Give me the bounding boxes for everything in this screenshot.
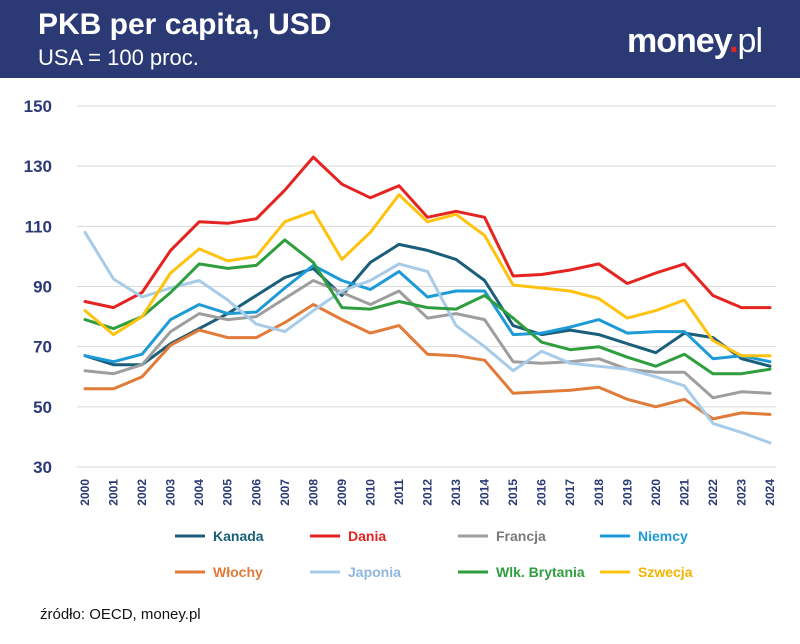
x-tick-label: 2023 — [734, 479, 748, 506]
x-tick-label: 2018 — [592, 479, 606, 506]
x-tick-label: 2006 — [249, 479, 263, 506]
x-tick-label: 2002 — [135, 479, 149, 506]
logo-dot: . — [729, 22, 739, 60]
x-tick-label: 2015 — [506, 479, 520, 506]
series-line-niemcy — [83, 263, 772, 364]
money-pl-logo: money.pl — [627, 22, 763, 61]
legend-label: Dania — [348, 528, 386, 544]
x-tick-label: 2024 — [763, 479, 777, 506]
legend-item: Wlk. Brytania — [458, 564, 585, 580]
x-tick-label: 2013 — [449, 479, 463, 506]
legend-label: Wlk. Brytania — [496, 564, 585, 580]
x-tick-label: 2008 — [306, 479, 320, 506]
series-line-japonia — [83, 230, 772, 445]
legend-item: Dania — [310, 528, 386, 544]
y-tick-label: 150 — [24, 97, 52, 116]
chart-title: PKB per capita, USD — [38, 8, 332, 41]
legend-label: Japonia — [348, 564, 401, 580]
series-line-francja — [83, 279, 772, 400]
y-tick-label: 110 — [25, 217, 52, 236]
source-note: źródło: OECD, money.pl — [40, 606, 201, 623]
x-tick-label: 2016 — [535, 479, 549, 506]
legend-label: Włochy — [213, 564, 263, 580]
x-tick-label: 2007 — [278, 479, 292, 506]
legend-label: Kanada — [213, 528, 264, 544]
y-tick-label: 70 — [33, 338, 52, 357]
x-tick-label: 2005 — [221, 479, 235, 506]
y-axis-ticks: 30 50 70 90 110 130 150 — [24, 97, 52, 477]
x-tick-label: 2021 — [677, 479, 691, 506]
x-tick-label: 2011 — [392, 479, 406, 505]
x-tick-label: 2003 — [164, 479, 178, 506]
x-tick-label: 2017 — [563, 479, 577, 506]
legend-item: Szwecja — [600, 564, 693, 580]
logo-suffix: pl — [737, 22, 763, 60]
legend-label: Francja — [496, 528, 546, 544]
legend-item: Kanada — [175, 528, 264, 544]
x-tick-label: 2009 — [335, 479, 349, 506]
x-tick-label: 2010 — [363, 479, 377, 506]
series-line-kanada — [83, 242, 772, 368]
legend: Kanada Dania Francja Niemcy Włochy Japonia Wlk… — [175, 528, 693, 580]
legend-item: Włochy — [175, 564, 263, 580]
x-tick-label: 2014 — [478, 479, 492, 506]
logo-main-text: money — [627, 22, 730, 60]
series-line-w-ochy — [83, 303, 772, 421]
series-line-dania — [83, 155, 772, 310]
y-tick-label: 130 — [24, 157, 52, 176]
x-tick-label: 2019 — [620, 479, 634, 506]
x-tick-label: 2022 — [706, 479, 720, 506]
header-banner: PKB per capita, USD USA = 100 proc. mone… — [0, 0, 800, 78]
legend-label: Niemcy — [638, 528, 688, 544]
x-axis-ticks: 2000 2001 2002 2003 2004 2005 2006 2007 2008 2009… — [78, 479, 777, 506]
x-tick-label: 2000 — [78, 479, 92, 506]
x-tick-label: 2012 — [421, 479, 435, 506]
y-tick-label: 30 — [33, 458, 52, 477]
series-line-szwecja — [83, 193, 772, 358]
x-tick-label: 2020 — [649, 479, 663, 506]
series-line-wlk-brytania — [83, 238, 772, 376]
chart-subtitle: USA = 100 proc. — [38, 45, 199, 70]
x-tick-label: 2001 — [107, 479, 121, 506]
series-layer — [83, 155, 772, 445]
legend-item: Japonia — [310, 564, 401, 580]
legend-item: Francja — [458, 528, 546, 544]
y-tick-label: 50 — [33, 398, 52, 417]
x-tick-label: 2004 — [192, 479, 206, 506]
legend-label: Szwecja — [638, 564, 693, 580]
legend-item: Niemcy — [600, 528, 688, 544]
y-tick-label: 90 — [33, 278, 52, 297]
